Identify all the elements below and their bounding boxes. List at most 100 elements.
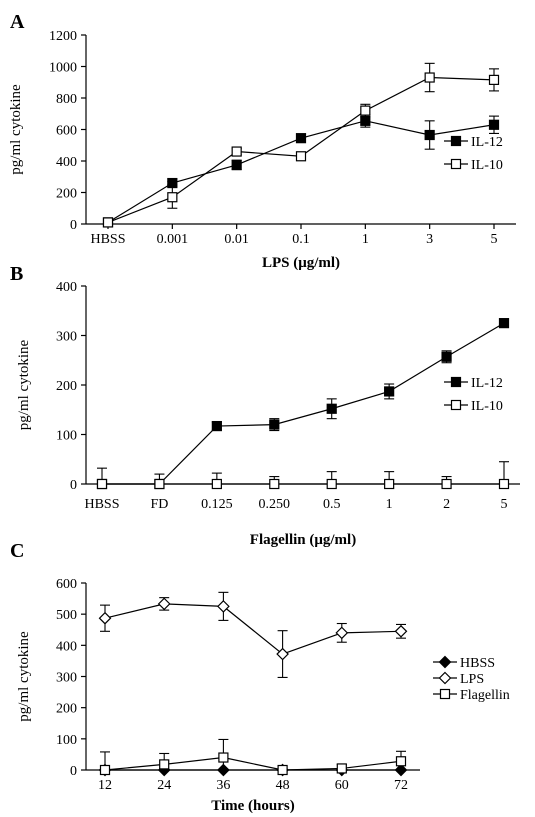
x-tick-label: 0.5 <box>323 497 341 512</box>
legend-label: Flagellin <box>460 688 510 703</box>
x-tick-label: 5 <box>501 497 508 512</box>
y-tick-label: 300 <box>56 330 77 345</box>
data-point <box>99 764 111 776</box>
x-tick-label: 0.001 <box>157 232 189 247</box>
series-line <box>104 603 402 655</box>
series-line <box>102 322 505 485</box>
y-tick-label: 500 <box>56 608 77 623</box>
series-il-10: IL-10 <box>96 399 510 490</box>
y-tick-label: 400 <box>56 639 77 654</box>
data-point <box>102 217 114 228</box>
legend-marker <box>450 135 462 147</box>
y-tick-label: 400 <box>56 155 77 170</box>
y-axis-title: pg/ml cytokine <box>16 631 32 722</box>
y-tick-label: 0 <box>70 218 77 233</box>
legend-marker <box>439 688 451 700</box>
data-point <box>269 478 280 490</box>
x-axis-title: LPS (μg/ml) <box>262 255 340 271</box>
data-point <box>96 478 108 490</box>
x-tick-label: 2 <box>443 497 450 512</box>
data-point <box>335 626 349 640</box>
chart-panel-b: B 0 100 200 300 400 HBSS FD 0.125 0.250 0.5 1 2 5 Flag… <box>10 263 520 548</box>
x-tick-label: HBSS <box>84 497 119 512</box>
x-tick-label: 48 <box>276 778 290 793</box>
data-point <box>424 72 435 83</box>
x-tick-label: 0.125 <box>201 497 233 512</box>
y-tick-label: 0 <box>70 764 77 779</box>
series-hbss: HBSS <box>98 655 495 777</box>
x-axis-title: Flagellin (μg/ml) <box>250 532 356 548</box>
x-tick-label: 60 <box>335 778 349 793</box>
data-point <box>98 611 112 625</box>
y-tick-label: 100 <box>56 733 77 748</box>
x-tick-label: FD <box>150 497 168 512</box>
y-axis-title: pg/ml cytokine <box>8 84 24 175</box>
legend-marker <box>450 399 462 411</box>
data-point <box>167 192 178 203</box>
data-point <box>488 119 500 130</box>
x-tick-label: 1 <box>362 232 369 247</box>
data-point <box>295 133 307 144</box>
x-tick-label: 36 <box>216 778 230 793</box>
data-point <box>395 756 407 767</box>
x-tick-label: 0.01 <box>224 232 249 247</box>
data-point <box>211 478 222 490</box>
y-tick-label: 1000 <box>49 61 77 76</box>
chart-panel-a: A 0 200 400 600 800 1000 1200 HBSS 0.001 0.01 0.1 1 3… <box>8 11 516 271</box>
data-point <box>231 159 242 171</box>
panel-label: A <box>10 11 25 33</box>
y-tick-label: 100 <box>56 429 77 444</box>
x-tick-label: 12 <box>98 778 112 793</box>
y-tick-label: 0 <box>70 478 77 493</box>
series-lps: LPS <box>98 591 484 687</box>
data-point <box>217 600 230 613</box>
x-tick-label: 24 <box>157 778 171 793</box>
data-point <box>360 105 371 116</box>
data-point <box>326 478 337 490</box>
legend-label: IL-12 <box>471 376 503 391</box>
data-point <box>394 624 408 638</box>
data-point <box>424 129 435 141</box>
data-point <box>360 115 371 126</box>
panel-label: B <box>10 263 23 285</box>
y-axis-title: pg/ml cytokine <box>16 339 32 430</box>
x-tick-label: 5 <box>491 232 498 247</box>
data-point <box>211 420 222 432</box>
data-point <box>441 351 452 362</box>
series-il-12: IL-12 <box>96 318 510 490</box>
series-line <box>107 76 495 223</box>
data-point <box>276 647 289 661</box>
data-point <box>384 386 395 397</box>
chart-panel-c: C 0 100 200 300 400 500 600 12 24 36 48 60 72 Time (ho… <box>10 540 510 814</box>
x-tick-label: 0.1 <box>292 232 310 247</box>
data-point <box>295 151 307 162</box>
x-tick-label: 1 <box>386 497 393 512</box>
data-point <box>384 478 395 490</box>
data-point <box>488 74 500 85</box>
y-tick-label: 300 <box>56 671 77 686</box>
legend-label: IL-10 <box>471 158 503 173</box>
y-tick-label: 200 <box>56 702 77 717</box>
legend-label: IL-10 <box>471 399 503 414</box>
x-tick-label: HBSS <box>90 232 125 247</box>
y-tick-label: 800 <box>56 92 77 107</box>
data-point <box>441 478 452 490</box>
data-point <box>326 403 337 414</box>
y-tick-label: 1200 <box>49 29 77 44</box>
series-il-10: IL-10 <box>102 62 503 228</box>
x-axis-title: Time (hours) <box>211 798 294 814</box>
data-point <box>154 478 165 490</box>
data-point <box>269 419 280 430</box>
data-point <box>231 146 242 157</box>
series-il-12: IL-12 <box>102 113 503 228</box>
x-tick-label: 3 <box>426 232 433 247</box>
series-line <box>104 756 402 771</box>
data-point <box>498 478 510 490</box>
series-flagellin: Flagellin <box>99 688 510 776</box>
legend-label: LPS <box>460 672 484 687</box>
data-point <box>157 597 171 611</box>
data-point <box>277 764 288 776</box>
legend-marker <box>450 376 462 388</box>
legend-label: IL-12 <box>471 135 503 150</box>
